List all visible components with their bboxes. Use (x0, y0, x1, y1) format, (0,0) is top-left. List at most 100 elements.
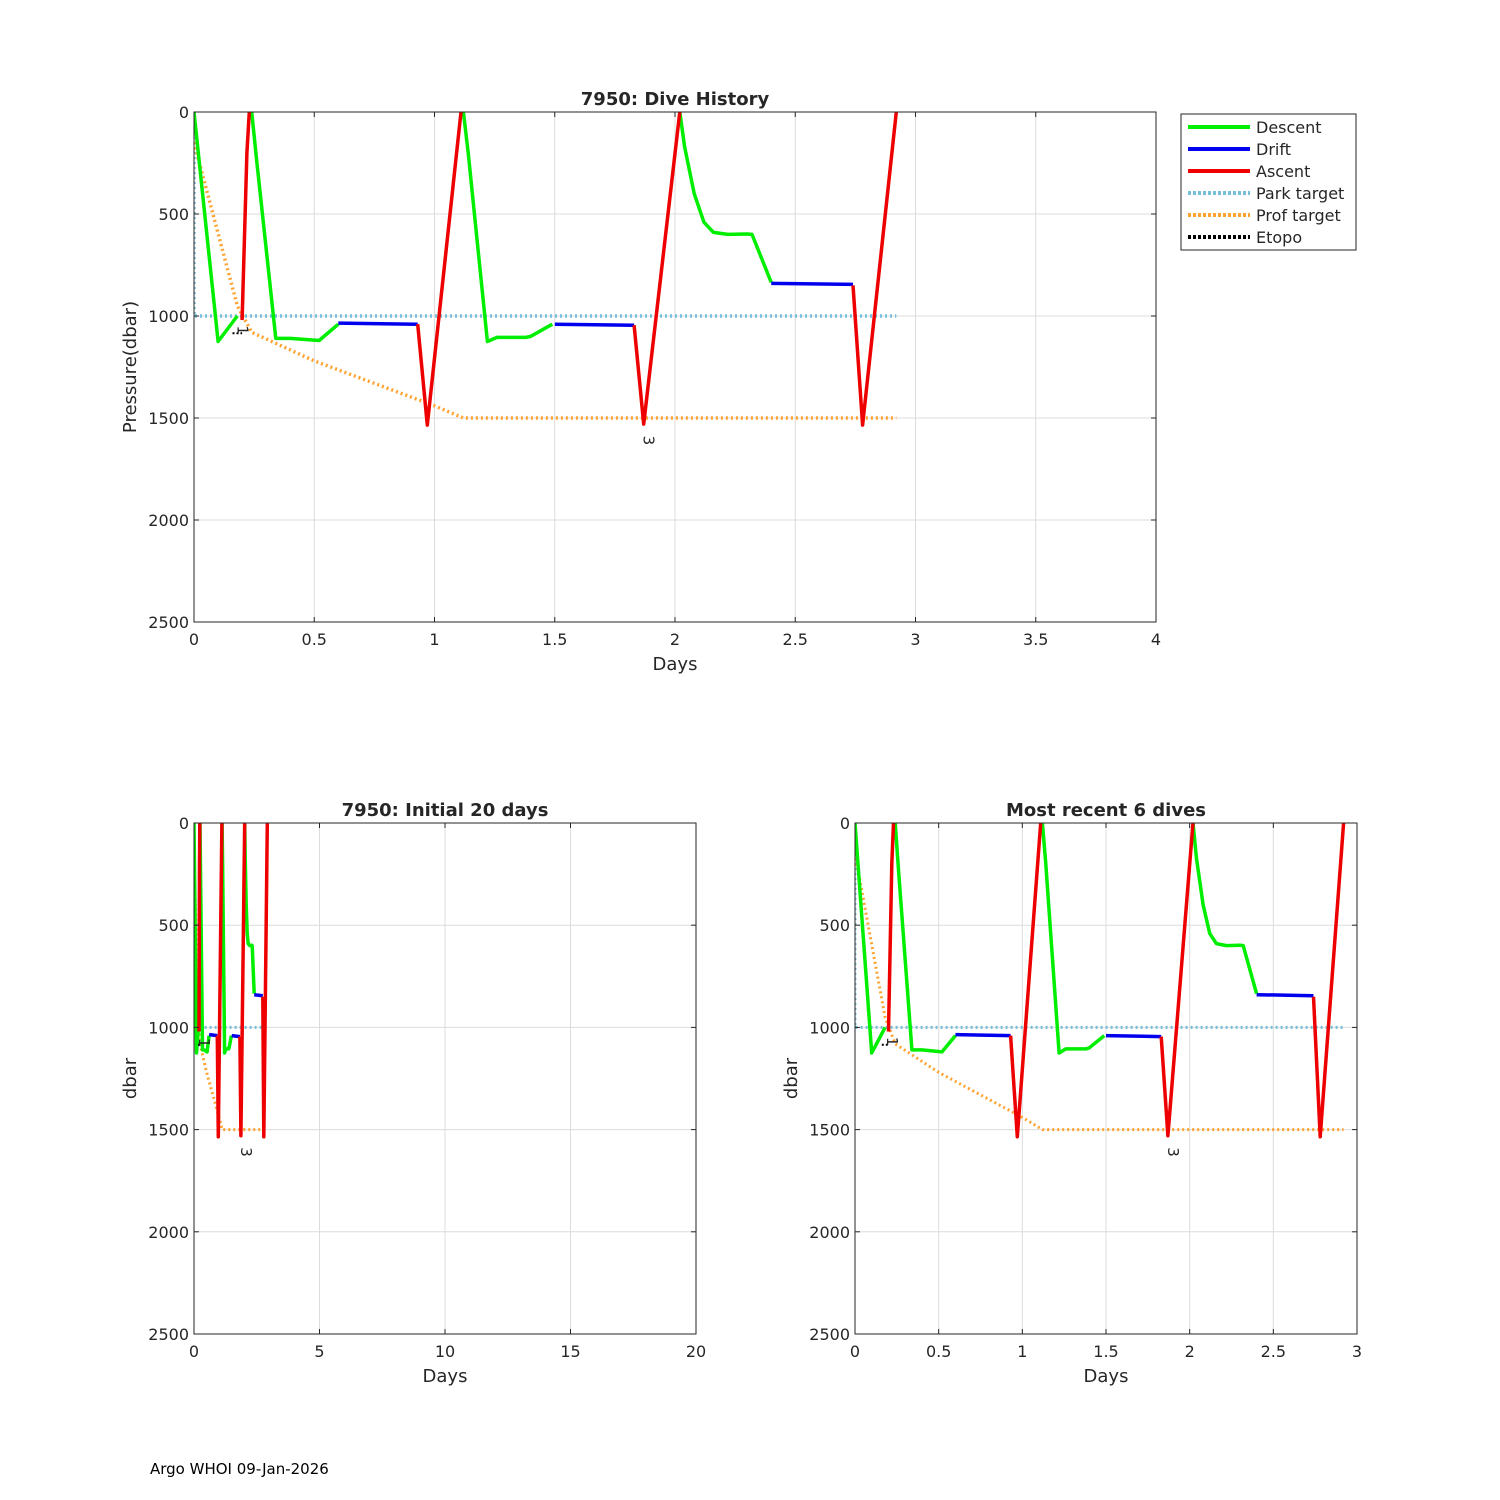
x-tick-label: 2 (670, 630, 680, 649)
plot-lines (194, 111, 899, 427)
y-axis-label: dbar (781, 1057, 802, 1099)
drift-line (208, 1032, 218, 1038)
dive-number-label: 3 (1164, 1147, 1182, 1157)
dive-number-label: 3 (640, 436, 658, 446)
ascent-line (632, 111, 682, 426)
descent-line (461, 111, 554, 344)
descent-line (249, 111, 340, 343)
x-tick-label: 4 (1151, 630, 1161, 649)
x-tick-label: 0 (850, 1342, 860, 1361)
drift-line (231, 1033, 241, 1039)
descent-line (194, 822, 201, 1055)
x-axis-label: Days (423, 1366, 468, 1387)
descent-line (678, 111, 773, 283)
drift-line (771, 281, 854, 287)
y-tick-label: 0 (840, 814, 850, 833)
legend-label-park: Park target (1256, 184, 1344, 203)
x-tick-label: 15 (560, 1342, 580, 1361)
dive-number-label: 1 (195, 1038, 213, 1048)
x-tick-label: 3 (910, 630, 920, 649)
drift-line (554, 322, 635, 327)
x-tick-label: 0.5 (926, 1342, 951, 1361)
x-tick-label: 0 (189, 1342, 199, 1361)
legend-label-descent: Descent (1256, 118, 1322, 137)
chart-title: Most recent 6 dives (1006, 800, 1206, 821)
ascent-line (1311, 822, 1346, 1139)
park-target-line (855, 823, 1344, 1029)
x-tick-label: 1.5 (542, 630, 567, 649)
ascent-line (415, 111, 463, 427)
x-tick-label: 1.5 (1093, 1342, 1118, 1361)
y-axis-label: dbar (120, 1057, 141, 1099)
y-tick-label: 1500 (148, 1121, 189, 1140)
plot-lines (194, 822, 270, 1139)
legend-box (1180, 113, 1357, 251)
drift-line (1256, 992, 1314, 998)
ascent-line (1008, 822, 1043, 1139)
ascent-line (886, 822, 896, 1032)
ascent-line (851, 111, 899, 427)
y-tick-label: 0 (179, 103, 189, 122)
chart-main: 1 3 0 0.5 1 1.5 2 2.5 3 3.5 4 0 500 1000 1500 2000 2500 7… (120, 89, 1161, 675)
y-axis-label: Pressure(dbar) (120, 301, 141, 433)
x-tick-label: 0 (189, 630, 199, 649)
legend: Descent Drift Ascent Park target Prof target… (1180, 113, 1357, 251)
x-tick-label: 20 (686, 1342, 706, 1361)
y-tick-label: 2500 (148, 1325, 189, 1344)
y-tick-label: 0 (179, 814, 189, 833)
y-tick-label: 2000 (809, 1223, 850, 1242)
x-tick-label: 2.5 (783, 630, 808, 649)
x-tick-label: 2 (1185, 1342, 1195, 1361)
drift-line (955, 1032, 1011, 1038)
ascent-line (261, 822, 270, 1139)
drift-line (338, 321, 418, 326)
plot-lines (855, 822, 1346, 1139)
chart-title: 7950: Dive History (581, 89, 770, 110)
y-tick-label: 500 (819, 916, 850, 935)
legend-label-ascent: Ascent (1256, 162, 1310, 181)
footer-credit: Argo WHOI 09-Jan-2026 (150, 1460, 329, 1478)
dive-number-label: 3 (237, 1147, 255, 1157)
ascent-line (240, 111, 252, 321)
ascent-line (1159, 822, 1195, 1138)
x-tick-label: 2.5 (1261, 1342, 1286, 1361)
ascent-line (238, 822, 247, 1138)
dive-number-label: 1 (883, 1037, 901, 1047)
y-tick-label: 2000 (148, 511, 189, 530)
descent-line (1040, 822, 1106, 1055)
x-tick-label: 0.5 (302, 630, 327, 649)
drift-line (1105, 1033, 1162, 1039)
x-tick-label: 3.5 (1023, 630, 1048, 649)
legend-label-etopo: Etopo (1256, 228, 1302, 247)
legend-label-prof: Prof target (1256, 206, 1341, 225)
ascent-line (215, 822, 224, 1139)
prof-target-line (855, 853, 1344, 1132)
x-tick-label: 10 (435, 1342, 455, 1361)
dive-number-label: 1 (233, 326, 251, 336)
y-tick-label: 1500 (809, 1121, 850, 1140)
y-tick-label: 1000 (809, 1018, 850, 1037)
y-tick-label: 1000 (148, 307, 189, 326)
descent-line (1191, 822, 1259, 995)
y-tick-label: 1000 (148, 1018, 189, 1037)
chart-initial: 1 3 0 5 10 15 20 0 500 1000 1500 2000 2500 7950: Init… (120, 800, 706, 1387)
descent-line (855, 822, 887, 1055)
y-tick-label: 2500 (809, 1325, 850, 1344)
descent-line (893, 822, 957, 1054)
x-tick-label: 3 (1352, 1342, 1362, 1361)
descent-line (194, 111, 239, 344)
drift-line (253, 992, 264, 998)
y-tick-label: 2000 (148, 1223, 189, 1242)
x-axis-label: Days (1084, 1366, 1129, 1387)
chart-recent: 1 3 0 0.5 1 1.5 2 2.5 3 0 500 1000 1500 2000 2500 Most … (781, 800, 1362, 1387)
x-axis-label: Days (653, 654, 698, 675)
chart-title: 7950: Initial 20 days (342, 800, 549, 821)
x-tick-label: 5 (314, 1342, 324, 1361)
legend-label-drift: Drift (1256, 140, 1291, 159)
y-tick-label: 500 (158, 205, 189, 224)
y-tick-label: 1500 (148, 409, 189, 428)
ascent-line (197, 822, 202, 1032)
y-tick-label: 2500 (148, 613, 189, 632)
x-tick-label: 1 (1017, 1342, 1027, 1361)
